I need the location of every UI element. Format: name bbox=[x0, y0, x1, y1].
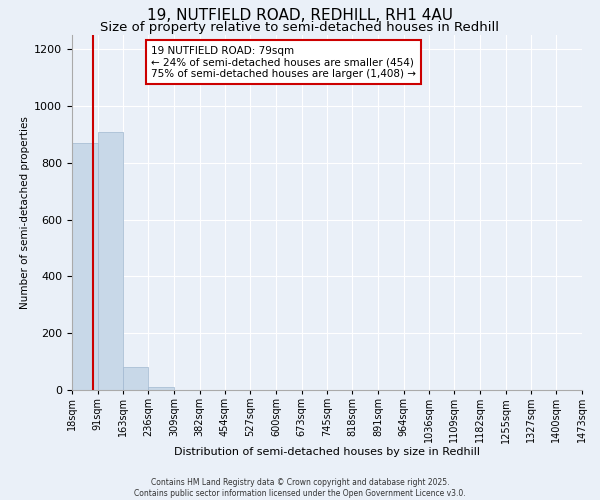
Text: 19, NUTFIELD ROAD, REDHILL, RH1 4AU: 19, NUTFIELD ROAD, REDHILL, RH1 4AU bbox=[147, 8, 453, 22]
Text: 19 NUTFIELD ROAD: 79sqm
← 24% of semi-detached houses are smaller (454)
75% of s: 19 NUTFIELD ROAD: 79sqm ← 24% of semi-de… bbox=[151, 46, 416, 79]
X-axis label: Distribution of semi-detached houses by size in Redhill: Distribution of semi-detached houses by … bbox=[174, 446, 480, 456]
Text: Size of property relative to semi-detached houses in Redhill: Size of property relative to semi-detach… bbox=[101, 21, 499, 34]
Bar bbox=[148, 387, 174, 390]
Y-axis label: Number of semi-detached properties: Number of semi-detached properties bbox=[20, 116, 30, 309]
Bar bbox=[72, 143, 98, 390]
Text: Contains HM Land Registry data © Crown copyright and database right 2025.
Contai: Contains HM Land Registry data © Crown c… bbox=[134, 478, 466, 498]
Bar bbox=[123, 368, 148, 390]
Bar bbox=[98, 132, 123, 390]
